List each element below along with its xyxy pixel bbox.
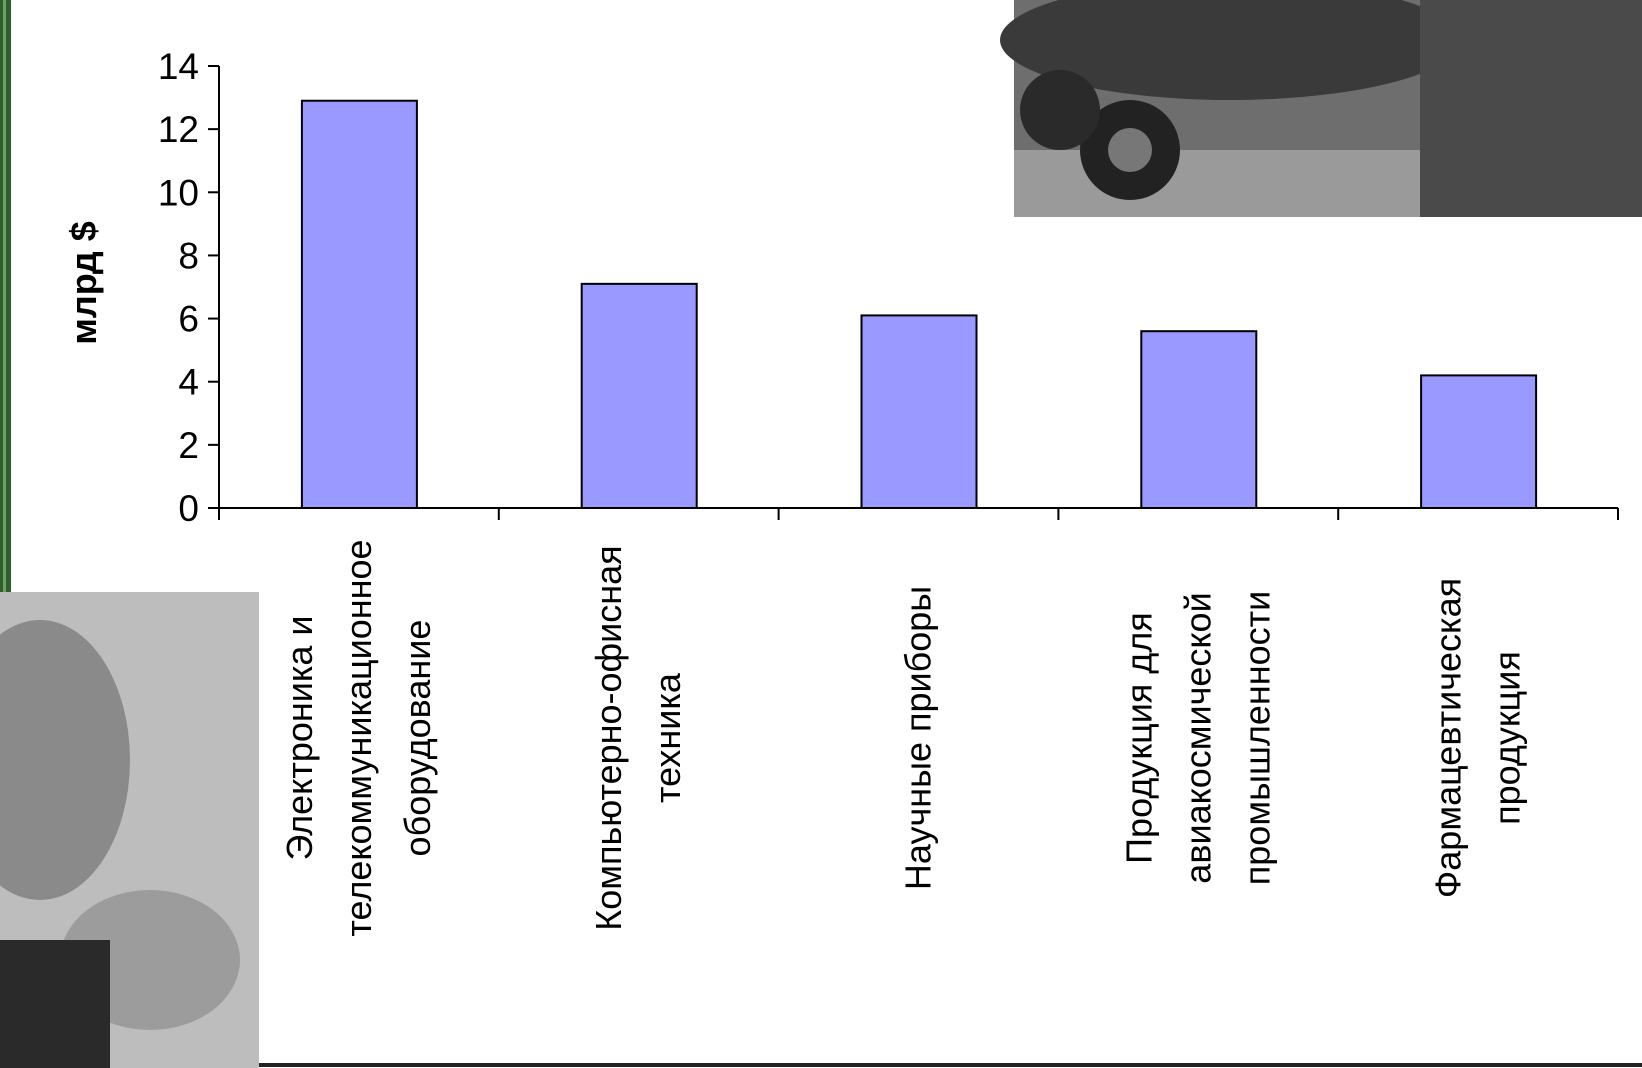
photo-jacket: [0, 940, 110, 1068]
bar: [1140, 330, 1258, 510]
x-tick-label: Научные приборы: [898, 586, 939, 890]
x-tick-label: Фармацевтическая продукция: [1428, 578, 1528, 898]
photo-wheel: [1020, 70, 1100, 150]
photo-hub: [1108, 128, 1152, 172]
y-tick-label: 8: [178, 235, 199, 276]
y-tick-label: 0: [178, 488, 199, 529]
bar: [580, 282, 698, 510]
y-axis-title: млрд $: [63, 221, 104, 344]
x-tick-label: Компьютерно-офисная техника: [588, 545, 688, 930]
photo-bottom-left: [0, 592, 259, 1068]
y-tick-label: 14: [158, 46, 199, 87]
photo-person: [1420, 0, 1642, 217]
y-tick-label: 4: [178, 362, 199, 403]
x-tick-label: Электроника и телекоммуникационное оборудо…: [279, 539, 438, 936]
bar: [1420, 374, 1538, 509]
y-tick-label: 6: [178, 299, 199, 340]
y-tick-label: 12: [158, 109, 199, 150]
x-tick-label: Продукция для авиакосмической промышленнос…: [1118, 591, 1277, 885]
photo-shape: [1000, 0, 1460, 100]
photo-top-right: [1000, 0, 1642, 217]
slide-edge-stripe: [3, 0, 6, 592]
bar: [860, 314, 978, 509]
y-tick-label: 10: [158, 172, 199, 213]
photo-face: [0, 620, 130, 900]
bar: [300, 99, 418, 509]
y-tick-label: 2: [178, 425, 199, 466]
